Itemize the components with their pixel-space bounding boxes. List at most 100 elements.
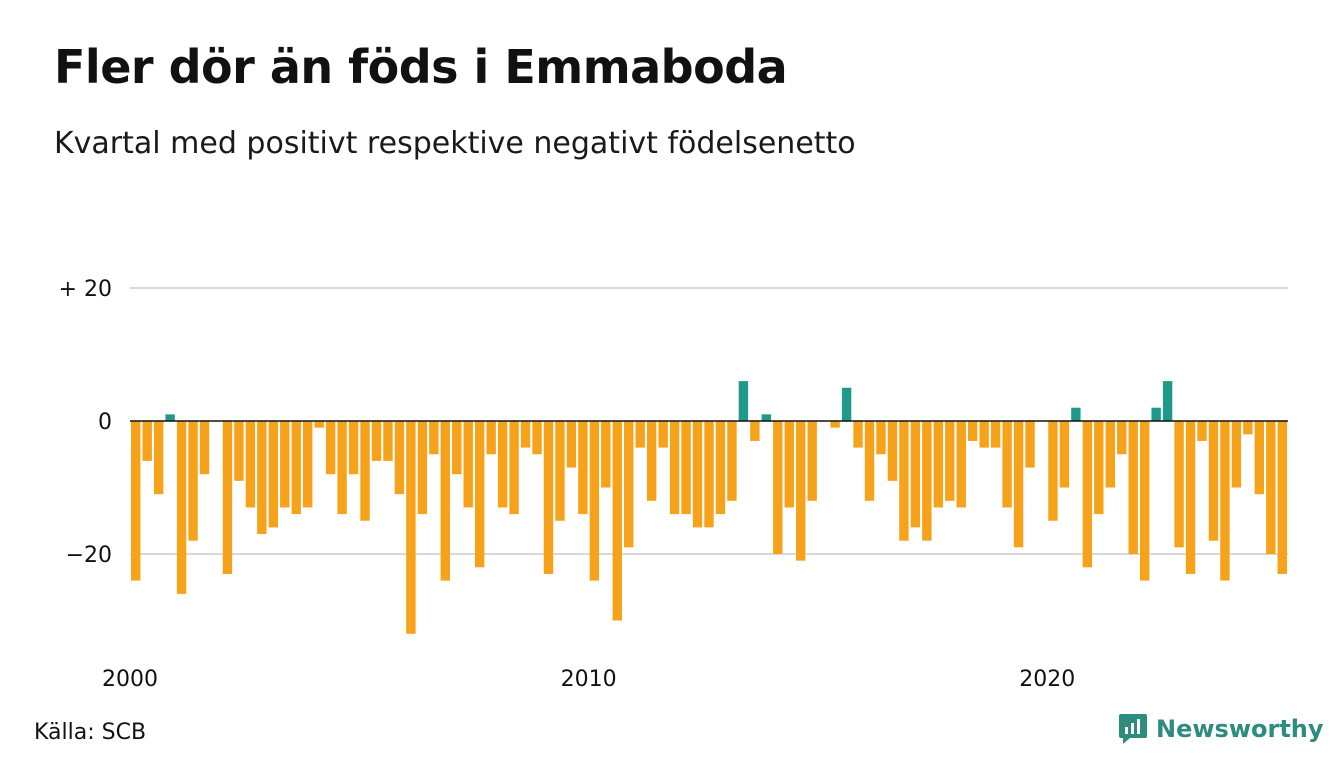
bar-negative — [692, 421, 703, 528]
bar-negative — [383, 421, 393, 461]
bar-negative — [325, 421, 336, 475]
bar-negative — [440, 421, 450, 581]
bar-negative — [394, 421, 405, 495]
bar-positive — [738, 381, 749, 421]
x-axis-ticks: 2000 2010 2020 — [102, 667, 1075, 692]
bar-negative — [153, 421, 164, 495]
brand-name: Newsworthy — [1156, 715, 1324, 743]
bar-negative — [669, 421, 680, 515]
bar-negative — [990, 421, 1001, 448]
bar-positive — [841, 387, 852, 421]
bar-negative — [257, 421, 267, 535]
newsworthy-logo-icon — [1119, 714, 1147, 744]
bar-negative — [635, 421, 645, 448]
bar-negative — [773, 421, 783, 554]
bar-negative — [1185, 421, 1196, 574]
y-tick-label: 0 — [98, 410, 112, 435]
x-tick-label: 2000 — [102, 667, 158, 692]
bar-negative — [555, 421, 565, 521]
bar-negative — [876, 421, 886, 455]
chart-title: Fler dör än föds i Emmaboda — [54, 40, 788, 94]
bar-negative — [222, 421, 233, 574]
bar-negative — [1105, 421, 1115, 488]
bar-negative — [463, 421, 473, 508]
bar-positive — [761, 414, 772, 421]
bar-positive — [1151, 407, 1161, 421]
bar-positive — [165, 414, 175, 421]
bar-negative — [532, 421, 542, 455]
bar-negative — [899, 421, 909, 541]
y-tick-label: −20 — [66, 543, 112, 568]
bar-negative — [1094, 421, 1104, 515]
bar-negative — [784, 421, 794, 508]
bar-negative — [1082, 421, 1093, 568]
bar-positive — [1162, 381, 1173, 421]
bars — [131, 381, 1287, 634]
bar-negative — [1254, 421, 1265, 495]
bar-negative — [1139, 421, 1150, 581]
bar-negative — [646, 421, 657, 501]
bar-negative — [566, 421, 577, 468]
bar-negative — [796, 421, 806, 561]
source-note: Källa: SCB — [34, 720, 147, 745]
bar-negative — [1231, 421, 1242, 488]
bar-negative — [681, 421, 691, 515]
bar-negative — [1048, 421, 1058, 521]
bar-negative — [543, 421, 554, 574]
bar-negative — [968, 421, 978, 441]
bar-negative — [624, 421, 634, 548]
bar-negative — [131, 421, 141, 581]
bar-negative — [1220, 421, 1230, 581]
bar-negative — [280, 421, 290, 508]
bar-negative — [199, 421, 210, 475]
bar-negative — [727, 421, 737, 501]
bar-negative — [406, 421, 416, 634]
bar-negative — [245, 421, 256, 508]
bar-negative — [486, 421, 496, 455]
bar-negative — [1059, 421, 1070, 488]
bar-negative — [452, 421, 462, 475]
bar-negative — [360, 421, 370, 521]
bar-negative — [715, 421, 726, 515]
bar-negative — [1208, 421, 1219, 541]
bar-negative — [1013, 421, 1024, 548]
bar-negative — [1025, 421, 1035, 468]
bar-negative — [589, 421, 600, 581]
y-tick-label: + 20 — [59, 277, 112, 302]
bar-negative — [601, 421, 611, 488]
bar-negative — [887, 421, 898, 481]
chart-subtitle: Kvartal med positivt respektive negativt… — [54, 126, 856, 161]
bar-negative — [933, 421, 944, 508]
bar-negative — [910, 421, 921, 528]
bar-negative — [1002, 421, 1012, 508]
bar-negative — [474, 421, 485, 568]
bar-negative — [1243, 421, 1253, 435]
bar-negative — [979, 421, 989, 448]
bar-negative — [234, 421, 244, 481]
bar-negative — [314, 421, 324, 428]
bar-negative — [268, 421, 279, 528]
bar-negative — [853, 421, 863, 448]
bar-negative — [497, 421, 508, 508]
bar-negative — [417, 421, 428, 515]
bar-negative — [429, 421, 439, 455]
bar-negative — [291, 421, 301, 515]
bar-negative — [142, 421, 152, 461]
bar-negative — [1277, 421, 1287, 574]
bar-negative — [371, 421, 382, 461]
bar-negative — [864, 421, 875, 501]
grid-lines — [130, 287, 1288, 555]
bar-negative — [750, 421, 760, 441]
bar-negative — [658, 421, 668, 448]
bar-negative — [1128, 421, 1138, 554]
bar-negative — [922, 421, 932, 541]
bar-negative — [945, 421, 955, 501]
bar-negative — [188, 421, 198, 541]
bar-positive — [1071, 407, 1081, 421]
x-tick-label: 2020 — [1019, 667, 1075, 692]
bar-negative — [807, 421, 817, 501]
bar-negative — [348, 421, 359, 475]
brand-logo: Newsworthy — [1118, 712, 1324, 746]
bar-negative — [520, 421, 531, 448]
